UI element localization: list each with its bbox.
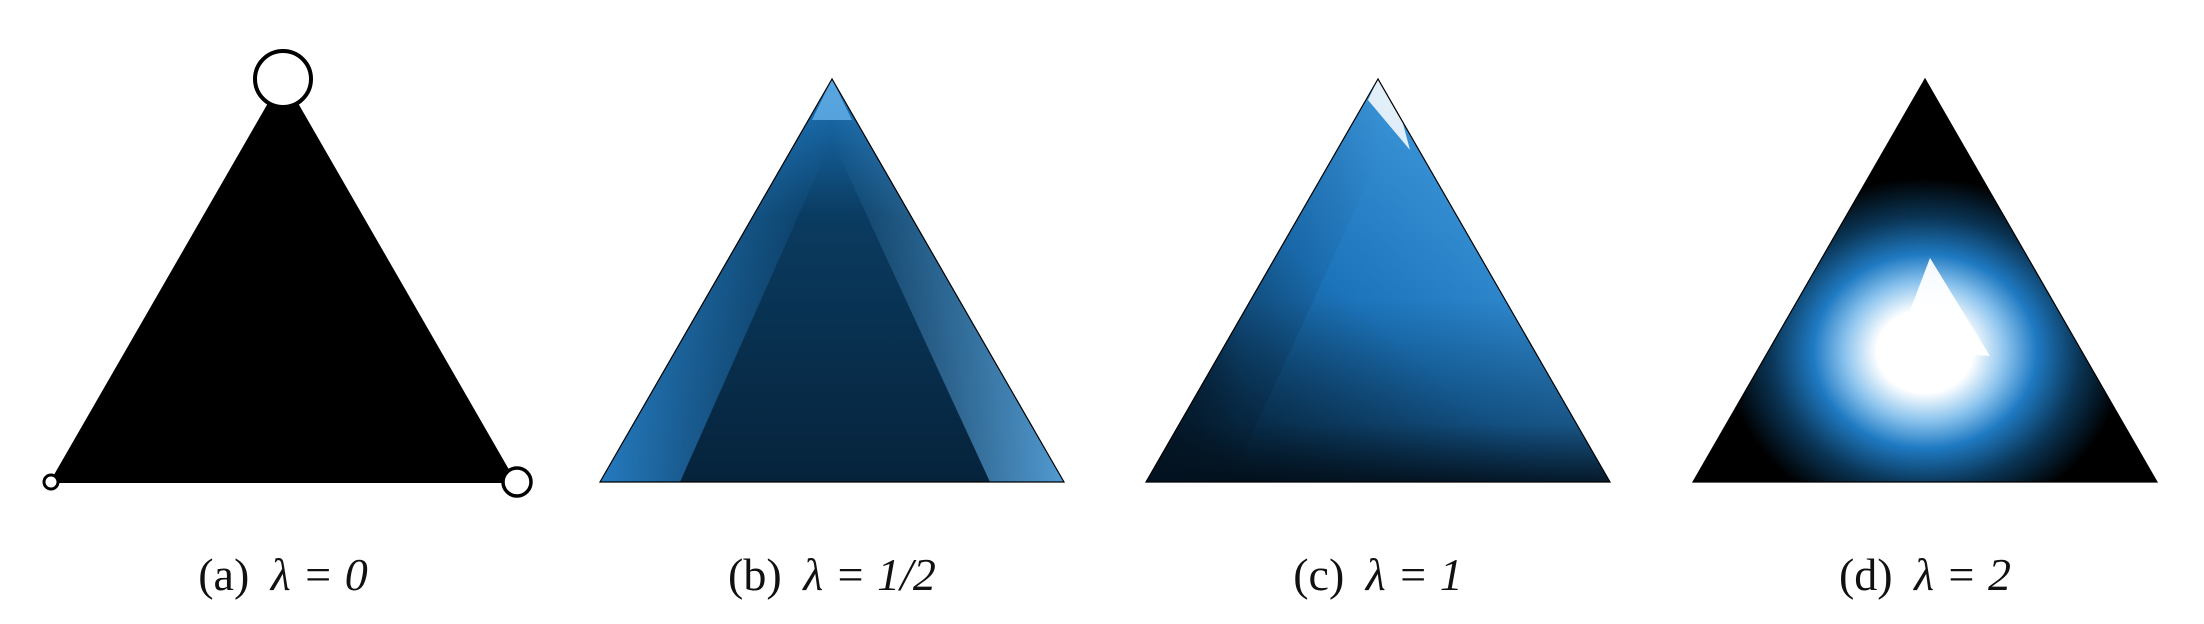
caption-a-prefix: (a) [198,549,249,600]
triangle-c-outline [1144,77,1612,483]
triangle-a [49,76,517,483]
panel-b [598,77,1066,483]
triangle-b-outline [598,77,1066,483]
panel-c [1144,77,1612,483]
panel-d [1691,77,2159,483]
vertex-marker-bottom-right [501,466,533,498]
density-c-top-highlight [1368,79,1410,150]
vertex-marker-top [253,49,313,109]
triangle-d-outline [1691,77,2159,483]
caption-b-prefix: (b) [728,549,782,600]
caption-c-math: λ = 1 [1364,549,1463,600]
caption-d-math: λ = 2 [1912,549,2011,600]
caption-d-prefix: (d) [1839,549,1893,600]
caption-d: (d) λ = 2 [1839,549,2011,600]
density-b-top-cap [812,79,852,120]
panel-a [42,49,533,498]
caption-c-prefix: (c) [1293,549,1344,600]
caption-b: (b) λ = 1/2 [728,549,936,600]
vertex-marker-bottom-left [42,473,60,491]
caption-a: (a) λ = 0 [198,549,368,600]
density-d-white-core [1895,258,1990,356]
caption-a-math: λ = 0 [269,549,368,600]
caption-b-math: λ = 1/2 [801,549,936,600]
caption-c: (c) λ = 1 [1293,549,1463,600]
